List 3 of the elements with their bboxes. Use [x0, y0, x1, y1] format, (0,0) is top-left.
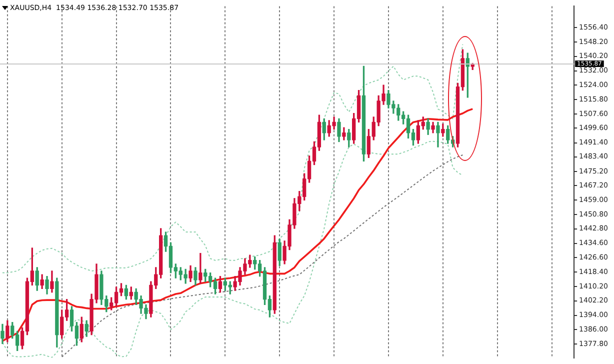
candlestick: [198, 252, 202, 284]
line-series: [61, 154, 464, 358]
line-series: [2, 44, 464, 274]
